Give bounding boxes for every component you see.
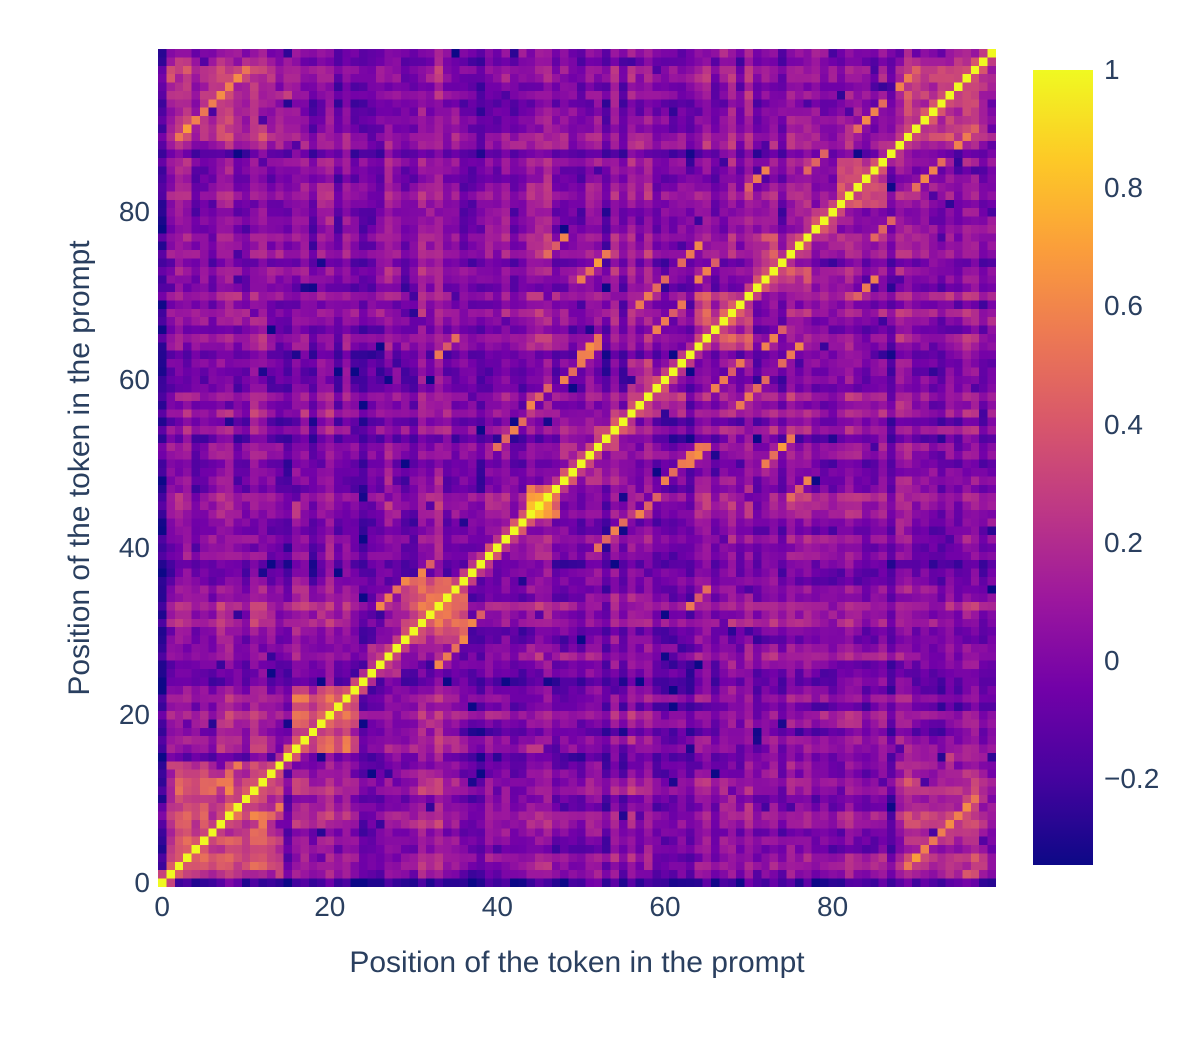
- colorbar-tick-label: 0.2: [1104, 526, 1143, 558]
- colorbar-tick-label: 0: [1104, 645, 1120, 677]
- x-tick-label: 0: [154, 891, 170, 922]
- y-tick-label: 0: [134, 866, 150, 898]
- x-tick-label: 40: [481, 891, 513, 922]
- y-axis-title: Position of the token in the prompt: [63, 240, 96, 696]
- x-tick-label: 20: [314, 891, 346, 922]
- colorbar-tick-label: 0.4: [1104, 408, 1143, 440]
- colorbar-tick-label: −0.2: [1104, 763, 1160, 795]
- heatmap-canvas[interactable]: [158, 49, 996, 887]
- y-tick-label: 20: [118, 699, 150, 731]
- y-tick-label: 40: [118, 531, 150, 563]
- y-tick-label: 80: [118, 196, 150, 228]
- colorbar-tick-label: 0.6: [1104, 290, 1143, 322]
- colorbar-tick-label: 1: [1104, 54, 1120, 85]
- x-tick-label: 80: [817, 891, 849, 922]
- x-tick-label: 60: [649, 891, 681, 922]
- colorbar-tick-label: 0.8: [1104, 172, 1143, 204]
- x-axis-title: Position of the token in the prompt: [349, 946, 805, 979]
- y-tick-label: 60: [118, 364, 150, 395]
- colorbar: [1033, 70, 1093, 865]
